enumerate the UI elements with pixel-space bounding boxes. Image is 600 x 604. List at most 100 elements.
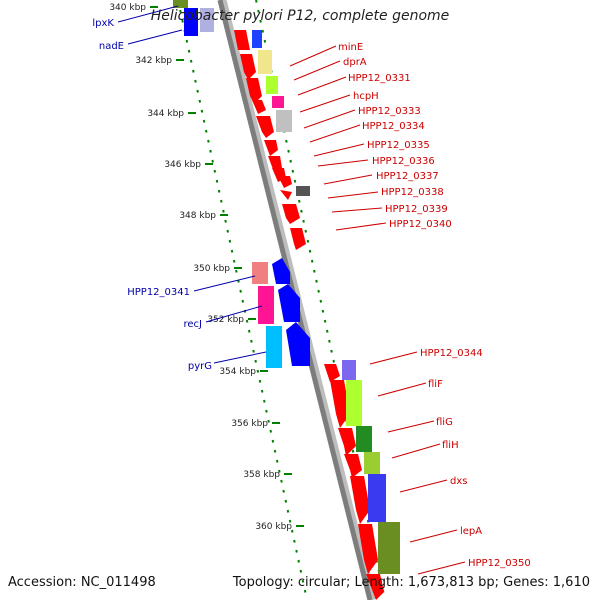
- tick-mark: [259, 19, 262, 23]
- gene-label-reverse: HPP12_0341: [127, 287, 190, 298]
- tick-mark: [220, 199, 223, 203]
- gene-label-forward: HPP12_0337: [376, 171, 439, 182]
- gene-label-forward: HPP12_0339: [385, 204, 448, 215]
- gene-arrow: [330, 380, 350, 428]
- gene-arrow: [246, 78, 262, 104]
- map-title: Helicobacter pylori P12, complete genome: [150, 8, 450, 24]
- gene-label-forward: HPP12_0335: [367, 140, 430, 151]
- gene-block: [184, 8, 198, 36]
- gene-label-forward: dxs: [450, 476, 467, 487]
- gene-label-forward: HPP12_0336: [372, 156, 435, 167]
- gene-label-reverse: pyrG: [188, 361, 212, 372]
- tick-mark: [328, 339, 331, 343]
- gene-block: [346, 380, 362, 426]
- tick-mark: [303, 589, 307, 593]
- tick-mark: [215, 179, 219, 183]
- gene-block: [276, 110, 292, 132]
- tick-mark: [293, 179, 297, 183]
- tick-mark: [228, 239, 232, 243]
- tick-mark: [252, 349, 255, 353]
- label-leader: [303, 109, 356, 129]
- tick-mark: [301, 579, 305, 583]
- tick-mark: [258, 379, 262, 383]
- tick-mark: [302, 219, 305, 223]
- gene-arrow: [358, 524, 378, 574]
- gene-block: [252, 30, 262, 48]
- gene-label-forward: fliG: [436, 417, 453, 428]
- gene-block: [258, 50, 272, 74]
- forward-features: [234, 30, 400, 600]
- tick-mark: [245, 319, 249, 323]
- gene-arrow: [324, 364, 340, 382]
- gene-label-forward: HPP12_0340: [389, 219, 452, 230]
- scale-tick-label: 352 kbp: [207, 315, 244, 325]
- tick-mark: [323, 319, 327, 323]
- tick-mark: [209, 149, 212, 153]
- scale-tick-label: 346 kbp: [164, 160, 201, 170]
- tick-mark: [202, 119, 206, 123]
- scale-tick-label: 360 kbp: [255, 522, 292, 532]
- label-leader: [299, 94, 351, 113]
- tick-mark: [207, 139, 210, 143]
- gene-arrow: [272, 258, 290, 284]
- label-leader: [417, 561, 466, 575]
- label-leader: [309, 124, 361, 143]
- tick-mark: [293, 539, 296, 543]
- gene-label-forward: fliF: [428, 379, 443, 390]
- tick-mark: [194, 79, 197, 83]
- tick-mark: [306, 239, 310, 243]
- tick-mark: [288, 519, 292, 523]
- tick-mark: [241, 299, 245, 303]
- tick-mark: [267, 419, 270, 423]
- tick-mark: [295, 549, 298, 553]
- tick-mark: [317, 289, 320, 293]
- tick-mark: [255, 0, 258, 3]
- scale-tick-label: 354 kbp: [219, 367, 256, 377]
- tick-mark: [297, 559, 300, 563]
- gene-label-forward: fliH: [442, 440, 459, 451]
- gene-arrow: [280, 190, 292, 200]
- gene-arrow: [338, 428, 356, 456]
- tick-mark: [204, 129, 208, 133]
- label-leader: [323, 174, 373, 185]
- gene-label-reverse: recJ: [184, 319, 203, 330]
- gene-arrow: [240, 54, 256, 80]
- gene-block: [368, 474, 386, 522]
- gene-label-forward: lepA: [460, 526, 482, 537]
- tick-mark: [256, 369, 260, 373]
- gene-block: [200, 8, 214, 32]
- gene-arrow: [234, 30, 250, 50]
- gene-arrow: [290, 228, 306, 250]
- tick-mark: [232, 259, 236, 263]
- tick-mark: [287, 149, 290, 153]
- scale-labels: 340 kbp 342 kbp 344 kbp 346 kbp 348 kbp 350 k…: [109, 3, 304, 532]
- tick-mark: [235, 269, 238, 273]
- gene-label-forward: HPP12_0350: [468, 558, 531, 569]
- gene-arrow: [366, 574, 384, 600]
- tick-mark: [200, 109, 204, 113]
- tick-mark: [217, 189, 221, 193]
- tick-mark: [269, 429, 273, 433]
- tick-mark: [284, 499, 288, 503]
- tick-mark: [265, 409, 268, 413]
- label-leader: [335, 222, 387, 231]
- gene-arrow: [264, 140, 278, 156]
- gene-arrow: [344, 454, 362, 478]
- tick-mark: [313, 269, 316, 273]
- reverse-features: [173, 0, 356, 380]
- tick-mark: [310, 259, 314, 263]
- gene-block: [266, 326, 282, 368]
- tick-mark: [257, 9, 260, 13]
- tick-mark: [271, 439, 275, 443]
- tick-mark: [239, 289, 242, 293]
- scale-tick-label: 340 kbp: [109, 3, 146, 13]
- genome-summary-text: Topology: circular; Length: 1,673,813 bp…: [232, 575, 590, 590]
- gene-label-reverse: lpxK: [92, 18, 114, 29]
- label-leader: [289, 45, 337, 67]
- tick-mark: [304, 229, 308, 233]
- tick-mark: [189, 59, 193, 63]
- gene-arrow: [256, 116, 274, 138]
- tick-mark: [300, 209, 303, 213]
- label-leader: [317, 159, 369, 167]
- gene-block: [173, 0, 188, 8]
